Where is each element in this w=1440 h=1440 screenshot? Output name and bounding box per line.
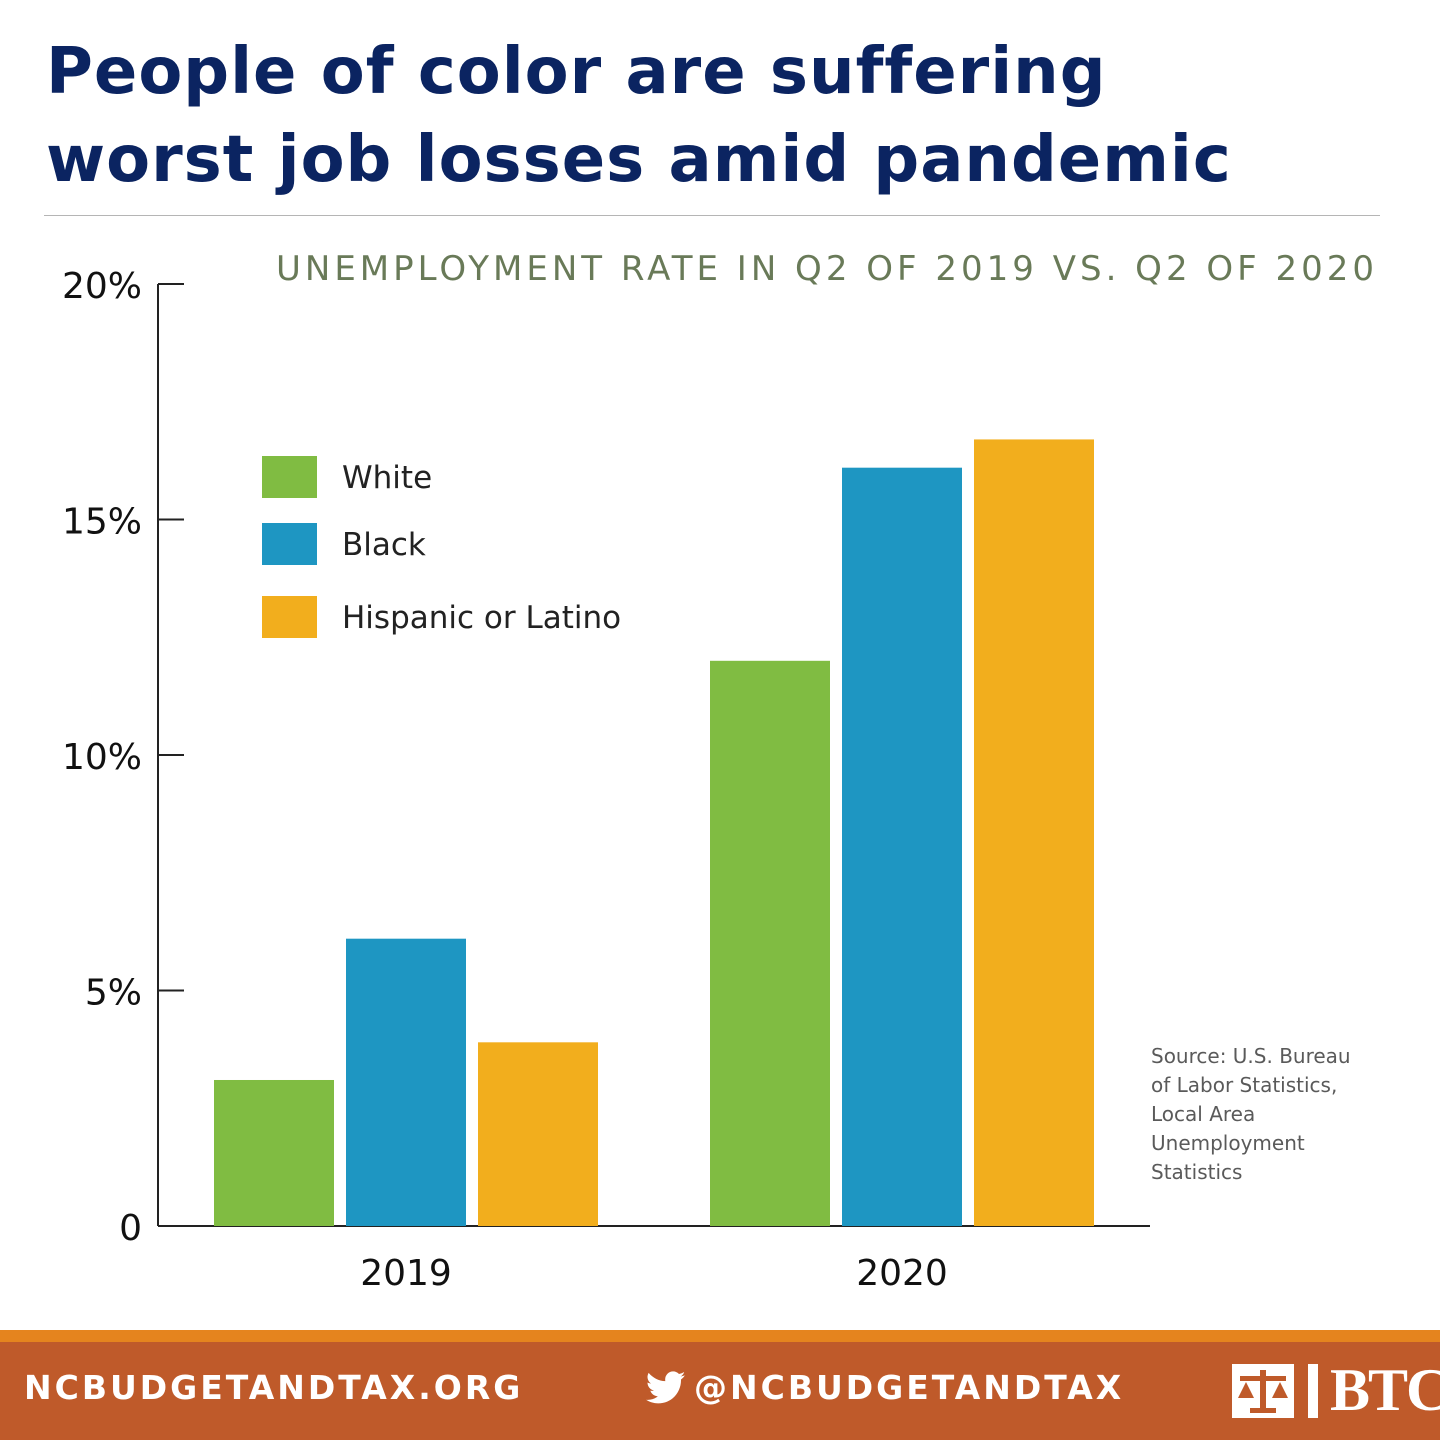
y-tick-label-20: 20% [62,266,142,307]
y-tick-label-0: 0 [119,1208,142,1249]
source-line-3: Local Area [1151,1102,1256,1126]
y-tick-label-10: 10% [62,737,142,778]
legend-swatch-black [262,523,317,565]
budget-tax-center-logo-icon [1232,1364,1294,1418]
logo-divider-bar [1308,1364,1318,1418]
legend-label-black: Black [342,527,426,563]
footer-accent-stripe [0,1330,1440,1342]
source-line-1: Source: U.S. Bureau [1151,1044,1351,1068]
legend-label-hispanic: Hispanic or Latino [342,600,622,636]
page-title: People of color are suffering worst job … [46,28,1406,204]
source-line-4: Unemployment [1151,1131,1305,1155]
y-tick-label-15: 15% [62,502,142,543]
bar-black-2019 [346,938,466,1226]
bar-white-2019 [214,1079,334,1226]
title-line-2: worst job losses amid pandemic [46,123,1232,197]
title-divider [44,215,1380,216]
x-tick-label-2019: 2019 [360,1253,452,1294]
source-line-2: of Labor Statistics, [1151,1073,1338,1097]
legend-swatch-hispanic [262,596,317,638]
bar-hispanic-2019 [478,1042,598,1226]
twitter-bird-icon [646,1371,686,1404]
bar-white-2020 [710,660,830,1226]
website-link[interactable]: NCBUDGETANDTAX.ORG [24,1368,524,1407]
bars [214,439,1094,1226]
x-tick-label-2020: 2020 [856,1253,948,1294]
axis-labels: 0 5% 10% 15% 20% 2019 2020 [62,266,948,1294]
legend-swatch-white [262,456,317,498]
source-note: Source: U.S. Bureau of Labor Statistics,… [1151,1042,1421,1187]
source-line-5: Statistics [1151,1160,1243,1184]
chart-subtitle: UNEMPLOYMENT RATE IN Q2 OF 2019 VS. Q2 O… [276,249,1379,289]
footer-band: NCBUDGETANDTAX.ORG @NCBUDGETANDTAX BTC [0,1342,1440,1440]
bar-hispanic-2020 [974,439,1094,1226]
twitter-handle-link[interactable]: @NCBUDGETANDTAX [694,1368,1125,1407]
y-tick-label-5: 5% [85,973,142,1014]
title-line-1: People of color are suffering [46,35,1107,109]
legend-label-white: White [342,460,433,496]
unemployment-bar-chart: 0 5% 10% 15% 20% 2019 2020 [62,266,1150,1294]
logo-wordmark: BTC [1330,1357,1440,1423]
bar-black-2020 [842,467,962,1226]
